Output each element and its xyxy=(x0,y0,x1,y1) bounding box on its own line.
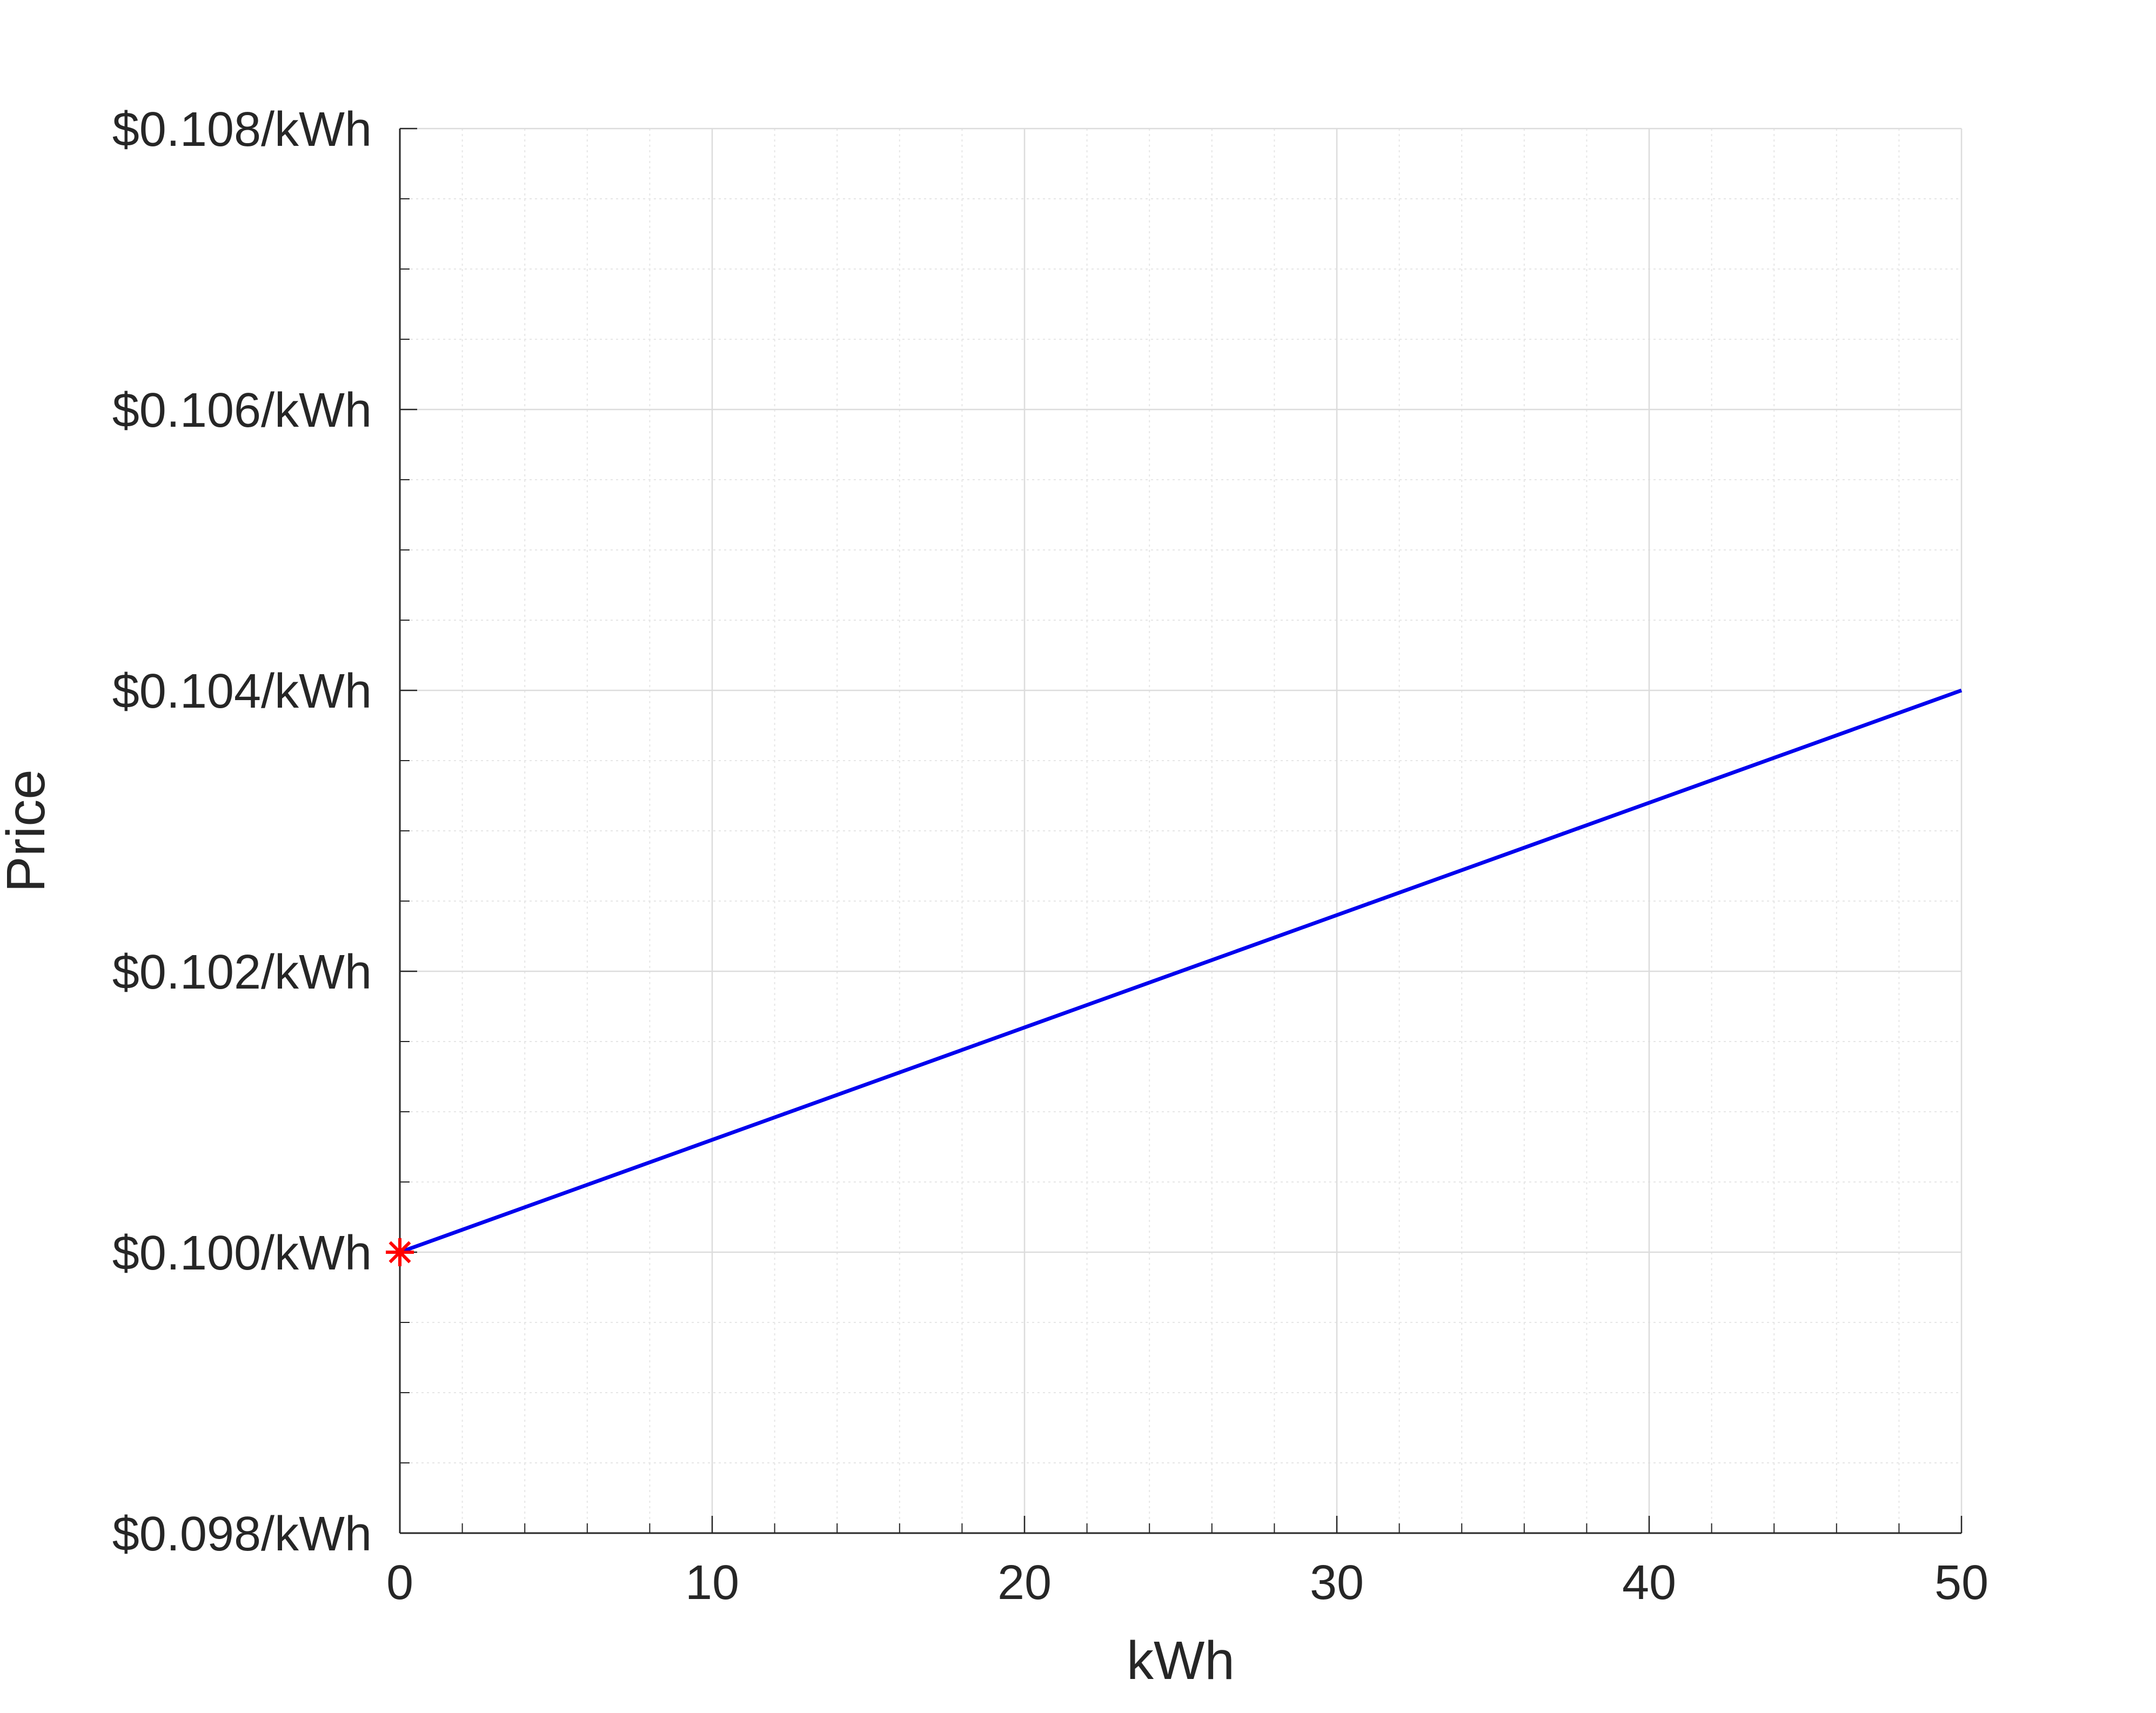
x-tick-label: 10 xyxy=(685,1556,739,1610)
y-tick-label: $0.102/kWh xyxy=(112,945,372,999)
start-point-marker xyxy=(386,1238,414,1266)
x-tick-labels: 0 10 20 30 40 50 xyxy=(386,1556,1988,1610)
x-tick-label: 40 xyxy=(1622,1556,1676,1610)
y-axis-label: Price xyxy=(0,769,56,892)
y-tick-label: $0.108/kWh xyxy=(112,103,372,157)
x-axis-label: kWh xyxy=(1127,1630,1235,1691)
y-tick-labels: $0.098/kWh $0.100/kWh $0.102/kWh $0.104/kWh… xyxy=(112,103,372,1561)
marker-stroke xyxy=(389,1241,411,1264)
y-tick-label: $0.104/kWh xyxy=(112,664,372,718)
x-tick-label: 0 xyxy=(386,1556,413,1610)
x-tick-label: 20 xyxy=(997,1556,1052,1610)
x-tick-label: 30 xyxy=(1310,1556,1364,1610)
y-tick-label: $0.100/kWh xyxy=(112,1226,372,1280)
price-line xyxy=(399,688,1963,1254)
y-tick-label: $0.098/kWh xyxy=(112,1507,372,1561)
x-tick-label: 50 xyxy=(1934,1556,1988,1610)
minor-grid xyxy=(399,128,1962,1534)
tick-marks xyxy=(399,127,1963,1534)
series-layer xyxy=(386,688,1963,1266)
y-tick-label: $0.106/kWh xyxy=(112,384,372,438)
